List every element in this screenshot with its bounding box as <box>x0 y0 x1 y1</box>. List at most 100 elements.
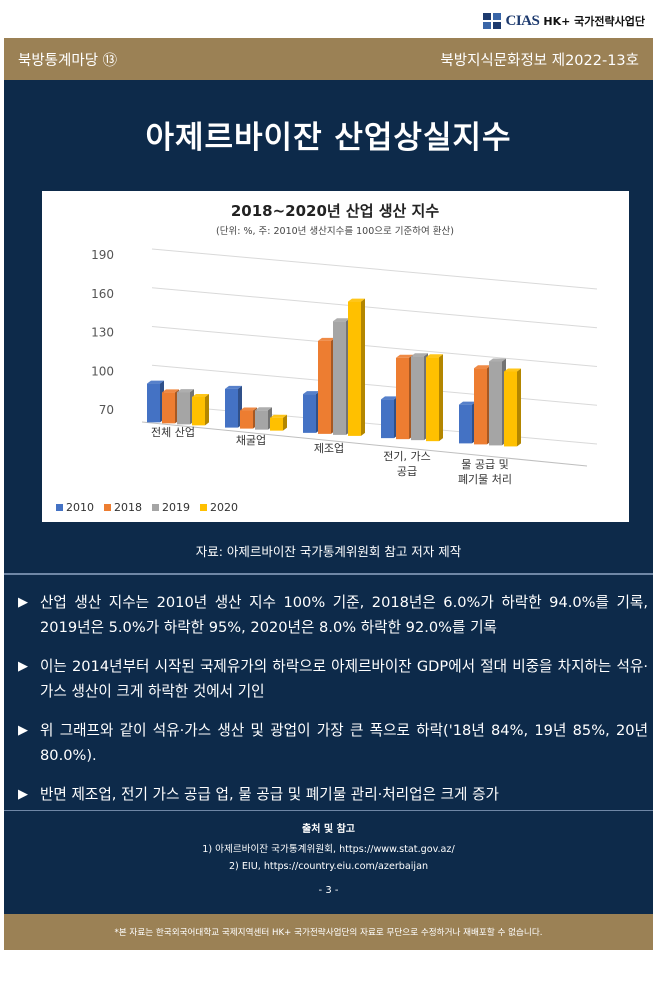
bar-2020 <box>270 417 283 431</box>
reference-item: 1) 아제르바이잔 국가통계위원회, https://www.stat.gov.… <box>202 844 455 855</box>
legend-swatch <box>200 504 207 511</box>
triangle-bullet-icon: ▶ <box>18 787 28 802</box>
y-tick-label: 100 <box>91 364 114 378</box>
header-band: 북방통계마당 ⑬ 북방지식문화정보 제2022-13호 <box>4 38 653 80</box>
cias-logo-icon <box>482 12 502 30</box>
bullet-list: ▶ 산업 생산 지수는 2010년 생산 지수 100% 기준, 2018년은 … <box>18 590 648 821</box>
legend-label: 2010 <box>66 501 94 514</box>
bar-2010 <box>147 383 160 423</box>
bar-side-2020 <box>283 414 287 431</box>
bar-top-2020 <box>426 354 443 358</box>
bar-2018 <box>162 392 175 424</box>
bar-2020 <box>348 301 361 436</box>
x-category-label: 전기, 가스 <box>383 450 430 463</box>
legend-label: 2018 <box>114 501 142 514</box>
y-tick-label: 190 <box>91 248 114 262</box>
x-category-label: 채굴업 <box>236 434 266 447</box>
gridline <box>151 326 598 367</box>
bar-top-2020 <box>348 298 365 302</box>
bar-top-2020 <box>504 368 521 372</box>
page-number: - 3 - <box>318 885 339 896</box>
bar-top-2019 <box>333 318 350 322</box>
bullet-text: 위 그래프와 같이 석유·가스 생산 및 광업이 가장 큰 폭으로 하락('18… <box>40 722 648 764</box>
bar-side-2020 <box>361 298 365 436</box>
bar-top-2019 <box>489 358 506 362</box>
bar-top-2018 <box>474 365 491 369</box>
bar-2020 <box>426 357 439 442</box>
section-divider <box>4 573 653 575</box>
bar-2018 <box>474 368 487 445</box>
bar-2018 <box>318 340 331 434</box>
chart-title: 2018~2020년 산업 생산 지수 <box>231 202 440 220</box>
bar-top-2019 <box>177 389 194 393</box>
bar-2018 <box>396 357 409 440</box>
bullet-item: ▶ 산업 생산 지수는 2010년 생산 지수 100% 기준, 2018년은 … <box>18 590 648 640</box>
triangle-bullet-icon: ▶ <box>18 723 28 738</box>
cias-logo: CIAS HK+ 국가전략사업단 <box>482 10 645 32</box>
bar-2020 <box>192 396 205 426</box>
references: 출처 및 참고 1) 아제르바이잔 국가통계위원회, https://www.s… <box>0 821 657 875</box>
legend-swatch <box>104 504 111 511</box>
bar-top-2020 <box>192 393 209 397</box>
gridline <box>151 403 598 445</box>
legend-swatch <box>152 504 159 511</box>
footer-notice-text: *본 자료는 한국외국어대학교 국제지역센터 HK+ 국가전략사업단의 자료로 … <box>114 928 543 938</box>
bar-top-2010 <box>147 380 164 384</box>
bar-top-2019 <box>411 353 428 357</box>
bar-side-2020 <box>439 354 443 442</box>
bar-side-2020 <box>205 393 209 426</box>
bullet-text: 산업 생산 지수는 2010년 생산 지수 100% 기준, 2018년은 6.… <box>40 594 648 636</box>
x-category-label: 공급 <box>397 465 417 478</box>
bar-top-2018 <box>318 337 335 341</box>
bar-top-2018 <box>396 354 413 358</box>
y-tick-label: 160 <box>91 287 114 301</box>
bar-2010 <box>303 394 316 433</box>
bar-2018 <box>240 410 253 429</box>
triangle-bullet-icon: ▶ <box>18 595 28 610</box>
bar-top-2010 <box>381 396 398 400</box>
bar-2010 <box>225 388 238 428</box>
gridline <box>151 287 598 329</box>
logo-text: CIAS <box>505 12 540 29</box>
top-bar: CIAS HK+ 국가전략사업단 <box>0 0 657 38</box>
bar-side-2020 <box>517 368 521 447</box>
bullet-text: 이는 2014년부터 시작된 국제유가의 하락으로 아제르바이잔 GDP에서 절… <box>40 658 648 700</box>
bar-2019 <box>177 392 190 425</box>
bar-top-2010 <box>225 385 242 389</box>
bar-top-2010 <box>459 401 476 405</box>
bar-2020 <box>504 371 517 447</box>
legend-swatch <box>56 504 63 511</box>
bar-2019 <box>489 361 502 446</box>
triangle-bullet-icon: ▶ <box>18 659 28 674</box>
y-tick-label: 70 <box>99 403 114 417</box>
chart-subtitle: (단위: %, 주: 2010년 생산지수를 100으로 기준하여 환산) <box>216 225 454 237</box>
chart-source-caption: 자료: 아제르바이잔 국가통계위원회 참고 저자 제작 <box>195 544 462 559</box>
legend-label: 2019 <box>162 501 190 514</box>
bar-2019 <box>255 410 268 430</box>
references-title: 출처 및 참고 <box>302 824 355 835</box>
references-divider <box>4 810 653 811</box>
gridline <box>151 248 598 290</box>
bar-top-2018 <box>240 407 257 411</box>
reference-item: 2) EIU, https://country.eiu.com/azerbaij… <box>228 861 429 872</box>
bar-top-2010 <box>303 391 320 395</box>
bar-chart: 2018~2020년 산업 생산 지수 (단위: %, 주: 2010년 생산지수… <box>56 202 598 514</box>
chart-container: 2018~2020년 산업 생산 지수 (단위: %, 주: 2010년 생산지수… <box>42 191 629 522</box>
bullet-item: ▶ 이는 2014년부터 시작된 국제유가의 하락으로 아제르바이잔 GDP에서… <box>18 654 648 704</box>
issue-label: 북방지식문화정보 제2022-13호 <box>440 52 639 69</box>
bar-2019 <box>333 321 346 435</box>
bar-top-2019 <box>255 407 272 411</box>
logo-subtext: HK+ 국가전략사업단 <box>543 15 645 28</box>
x-category-label: 폐기물 처리 <box>458 473 512 486</box>
x-category-label: 전체 산업 <box>151 426 195 439</box>
series-label: 북방통계마당 ⑬ <box>18 52 118 69</box>
y-tick-label: 130 <box>91 326 114 340</box>
gridline <box>151 364 598 406</box>
x-category-label: 제조업 <box>314 442 344 455</box>
page-title: 아제르바이잔 산업상실지수 <box>145 120 512 156</box>
x-category-label: 물 공급 및 <box>461 458 508 471</box>
legend-label: 2020 <box>210 501 238 514</box>
bar-top-2018 <box>162 389 179 393</box>
bar-2010 <box>459 404 472 444</box>
bar-top-2020 <box>270 414 287 418</box>
